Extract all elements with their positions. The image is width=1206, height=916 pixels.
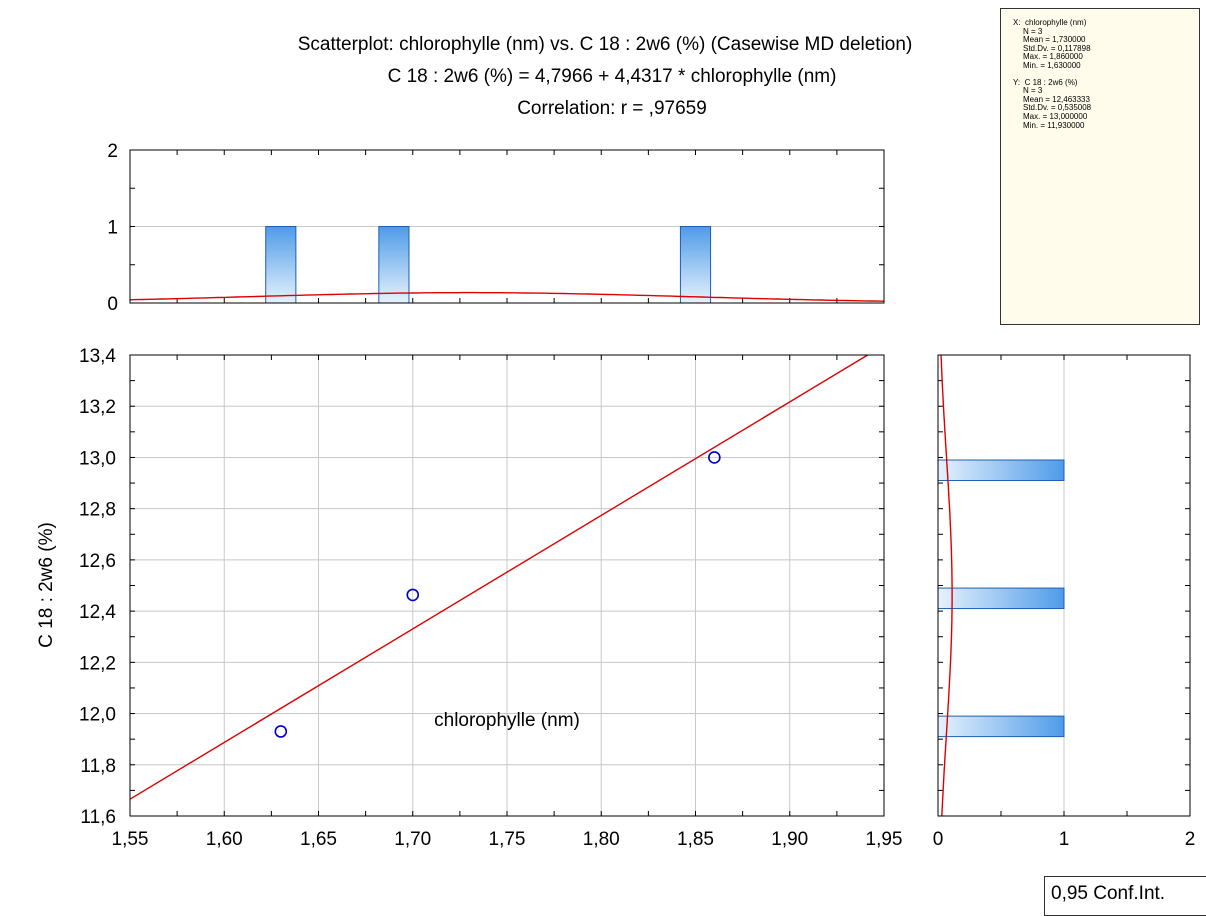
y-tick-label: 12,2 bbox=[79, 653, 116, 674]
x-stat-mean: Mean = 1,730000 bbox=[1023, 35, 1086, 45]
y-tick-label: 12,8 bbox=[79, 500, 116, 521]
data-point bbox=[274, 725, 288, 738]
right-hist-tick-label: 1 bbox=[1059, 829, 1070, 850]
x-stats-header: X: chlorophylle (nm) bbox=[1013, 18, 1087, 27]
regression-equation: C 18 : 2w6 (%) = 4,7966 + 4,4317 * chlor… bbox=[388, 66, 837, 87]
y-tick-label: 11,6 bbox=[80, 807, 116, 828]
x-stat-sd: Std.Dv. = 0,117898 bbox=[1023, 43, 1091, 53]
plot-frame bbox=[129, 354, 885, 817]
top-hist-tick-label: 0 bbox=[107, 294, 118, 315]
top-hist-frame bbox=[129, 149, 885, 304]
y-stat-mean: Mean = 12,463333 bbox=[1023, 94, 1090, 104]
y-stat-n: N = 3 bbox=[1023, 86, 1043, 96]
x-tick-label: 1,60 bbox=[206, 829, 243, 850]
y-tick-label: 11,8 bbox=[80, 756, 116, 777]
y-tick-label: 13,4 bbox=[79, 346, 116, 367]
top-hist-tick-label: 1 bbox=[107, 218, 118, 239]
right-hist-normal-curve bbox=[940, 354, 953, 817]
y-stats-header: Y: C 18 : 2w6 (%) bbox=[1013, 77, 1078, 87]
regression-line bbox=[129, 354, 869, 800]
main-scatter-plot: 1,55 1,60 1,65 1,70 1,75 1,80 1,85 1,90 1,95 11,6… bbox=[79, 346, 902, 850]
conf-int-legend: 0,95 Conf.Int. bbox=[1044, 876, 1206, 916]
y-tick-label: 12,6 bbox=[79, 551, 116, 572]
descriptive-stats-box: X: chlorophylle (nm) N = 3 Mean = 1,7300… bbox=[1000, 8, 1200, 325]
top-hist-bar bbox=[378, 226, 410, 304]
y-axis-label: C 18 : 2w6 (%) bbox=[36, 522, 57, 648]
y-stat-max: Max. = 13,000000 bbox=[1023, 111, 1088, 121]
x-tick-label: 1,70 bbox=[394, 829, 431, 850]
y-tick-label: 12,4 bbox=[79, 602, 116, 623]
y-stat-min: Min. = 11,930000 bbox=[1023, 120, 1085, 130]
top-hist-bar bbox=[265, 226, 297, 304]
data-point bbox=[406, 588, 420, 602]
right-hist-bar bbox=[937, 715, 1065, 738]
y-tick-label: 13,0 bbox=[79, 448, 116, 469]
x-tick-label: 1,95 bbox=[866, 829, 903, 850]
x-tick-label: 1,90 bbox=[771, 829, 808, 850]
x-tick-label: 1,65 bbox=[300, 829, 337, 850]
x-stat-n: N = 3 bbox=[1023, 26, 1043, 36]
x-stat-max: Max. = 1,860000 bbox=[1023, 52, 1083, 62]
x-tick-label: 1,85 bbox=[677, 829, 714, 850]
x-tick-label: 1,55 bbox=[112, 829, 149, 850]
right-hist-bar bbox=[937, 587, 1065, 610]
right-histogram: 0 1 2 bbox=[933, 354, 1196, 850]
right-hist-tick-label: 0 bbox=[933, 829, 944, 850]
top-hist-normal-curve bbox=[129, 291, 885, 302]
x-stat-min: Min. = 1,630000 bbox=[1023, 60, 1081, 70]
right-hist-bar bbox=[937, 459, 1065, 481]
right-hist-frame bbox=[937, 354, 1191, 817]
data-point bbox=[708, 451, 721, 464]
top-histogram: 0 1 2 bbox=[107, 141, 885, 315]
x-axis-label: chlorophylle (nm) bbox=[434, 710, 580, 731]
y-tick-label: 12,0 bbox=[79, 705, 116, 726]
top-hist-tick-label: 2 bbox=[107, 141, 118, 162]
y-tick-label: 13,2 bbox=[79, 397, 116, 418]
correlation-text: Correlation: r = ,97659 bbox=[517, 98, 707, 119]
y-stat-sd: Std.Dv. = 0,535008 bbox=[1023, 103, 1092, 113]
chart-title: Scatterplot: chlorophylle (nm) vs. C 18 … bbox=[298, 34, 913, 55]
top-hist-bar bbox=[679, 226, 712, 304]
x-tick-label: 1,75 bbox=[489, 829, 526, 850]
x-tick-label: 1,80 bbox=[583, 829, 620, 850]
right-hist-tick-label: 2 bbox=[1185, 829, 1196, 850]
